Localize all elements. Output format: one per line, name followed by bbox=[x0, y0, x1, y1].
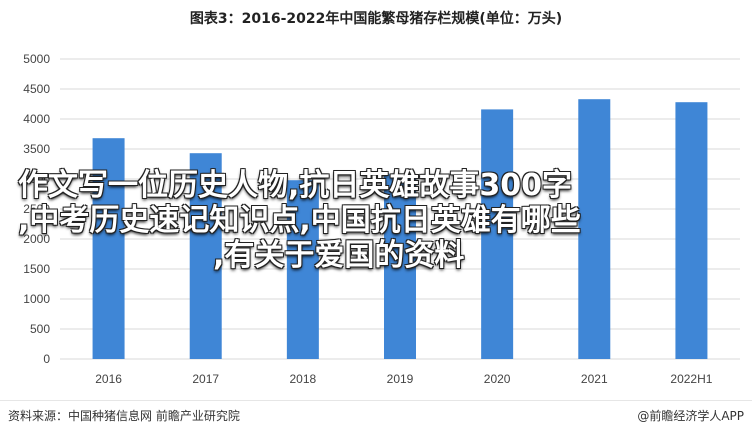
brand-credit: @前瞻经济学人APP bbox=[637, 409, 744, 423]
overlay-line-3: ,有关于爱国的资料 bbox=[213, 238, 465, 273]
y-tick-label: 2000 bbox=[23, 232, 50, 246]
x-tick-label: 2021 bbox=[581, 372, 608, 386]
source-note: 资料来源：中国种猪信息网 前瞻产业研究院 bbox=[8, 409, 240, 423]
x-tick-label: 2017 bbox=[192, 372, 219, 386]
bar-2018 bbox=[286, 180, 319, 359]
overlay-line-2: ,中考历史速记知识点,中国抗日英雄有哪些 bbox=[18, 203, 581, 238]
y-tick-label: 1500 bbox=[23, 262, 50, 276]
overlay-headline: 作文写一位历史人物,抗日英雄故事300字 ,中考历史速记知识点,中国抗日英雄有哪… bbox=[18, 168, 738, 273]
bar-2021 bbox=[578, 99, 611, 359]
footer-divider bbox=[0, 400, 752, 401]
y-tick-label: 4000 bbox=[23, 112, 50, 126]
bar-2020 bbox=[481, 109, 514, 360]
y-tick-label: 4500 bbox=[23, 82, 50, 96]
x-tick-label: 2020 bbox=[484, 372, 511, 386]
x-tick-label: 2019 bbox=[387, 372, 414, 386]
y-tick-label: 3000 bbox=[23, 172, 50, 186]
bar-2017 bbox=[189, 153, 222, 359]
chart-title: 图表3：2016-2022年中国能繁母猪存栏规模(单位：万头) bbox=[189, 11, 563, 27]
bar-2016 bbox=[92, 138, 125, 359]
y-tick-label: 3500 bbox=[23, 142, 50, 156]
y-tick-label: 2500 bbox=[23, 202, 50, 216]
bar-2019 bbox=[384, 174, 416, 359]
x-tick-label: 2022H1 bbox=[670, 372, 712, 386]
y-tick-label: 500 bbox=[30, 322, 50, 336]
x-tick-label: 2016 bbox=[95, 372, 122, 386]
y-tick-label: 0 bbox=[43, 352, 50, 366]
bar-2022H1 bbox=[675, 102, 708, 359]
y-tick-label: 1000 bbox=[23, 292, 50, 306]
y-tick-label: 5000 bbox=[23, 52, 50, 66]
x-tick-label: 2018 bbox=[290, 372, 317, 386]
overlay-line-1: 作文写一位历史人物,抗日英雄故事300字 bbox=[18, 168, 573, 203]
bar-chart: 0 500 1000 1500 2000 2500 3000 3500 4000 4500 5000… bbox=[23, 52, 740, 386]
